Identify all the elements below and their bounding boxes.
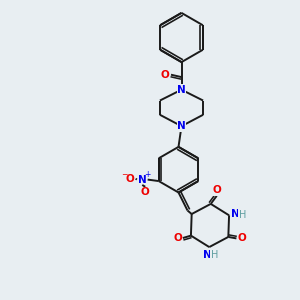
- Text: N: N: [203, 250, 212, 260]
- Text: N: N: [177, 121, 186, 131]
- Text: N: N: [138, 175, 147, 184]
- Text: O: O: [160, 70, 169, 80]
- Text: N: N: [177, 85, 186, 95]
- Text: O: O: [141, 187, 150, 197]
- Text: H: H: [239, 210, 246, 220]
- Text: H: H: [211, 250, 218, 260]
- Text: O: O: [212, 185, 221, 195]
- Text: O: O: [237, 233, 246, 243]
- Text: N: N: [231, 209, 240, 219]
- Text: O: O: [125, 174, 134, 184]
- Text: O: O: [173, 233, 182, 243]
- Text: +: +: [145, 170, 151, 179]
- Text: −: −: [122, 170, 128, 179]
